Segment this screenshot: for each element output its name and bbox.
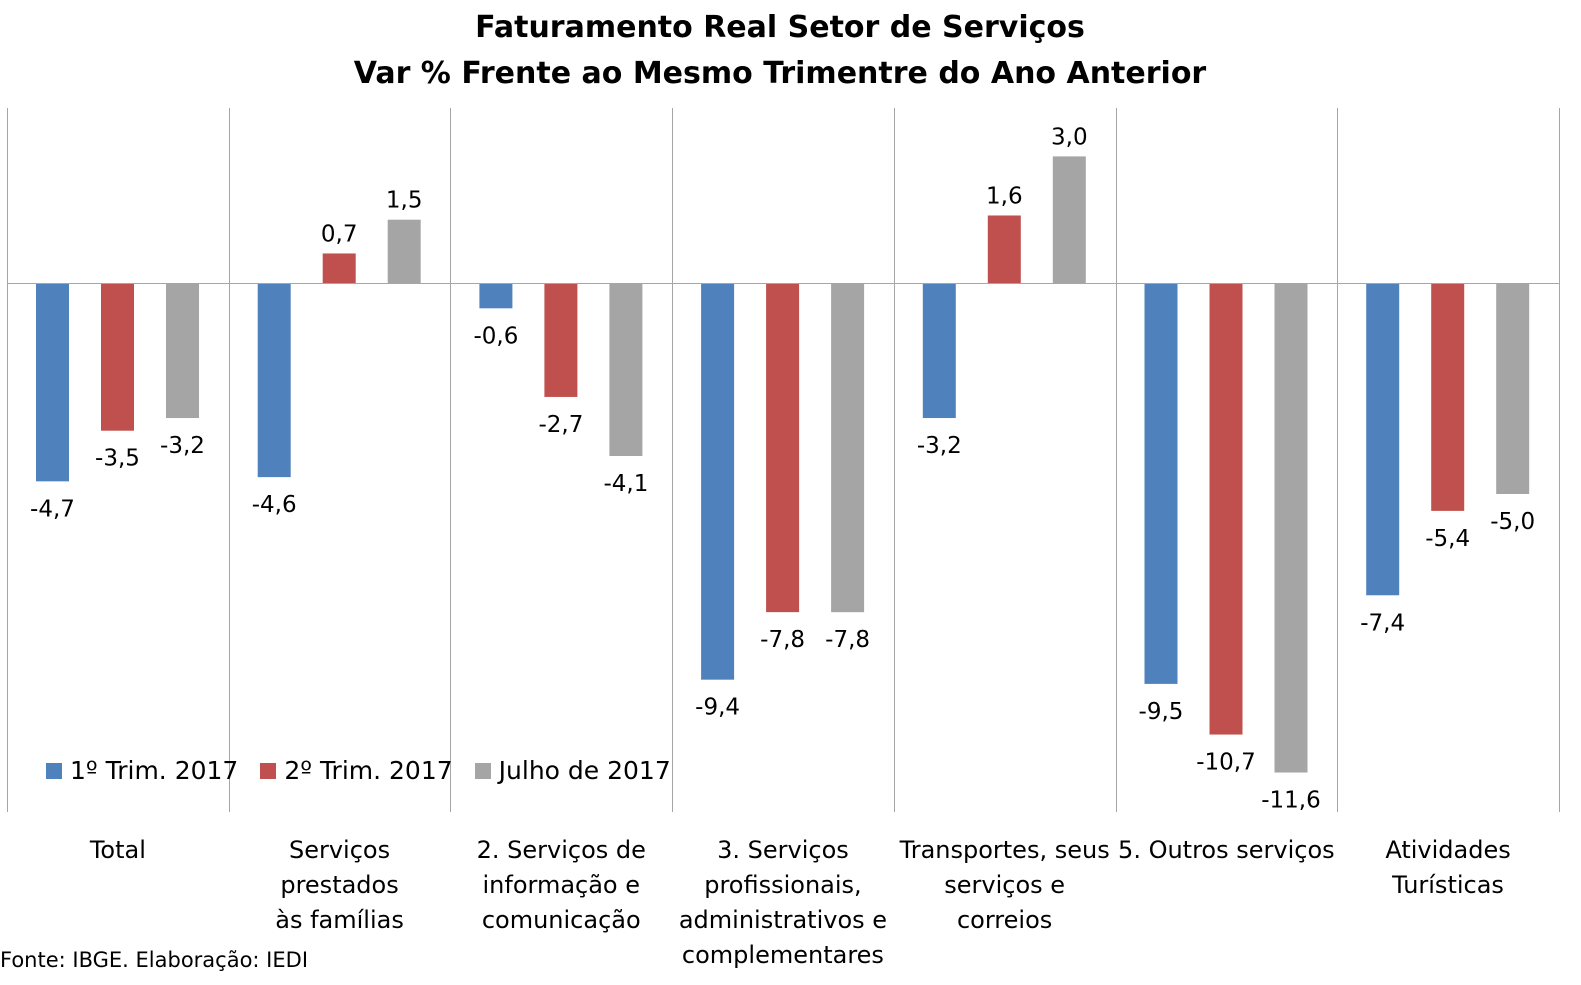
data-label-series-2-3: -2,7 xyxy=(538,412,583,438)
category-label-line: Total xyxy=(89,836,146,864)
legend-label-series-2: 2º Trim. 2017 xyxy=(284,756,453,785)
bar-series-1-1 xyxy=(36,283,69,482)
category-label-line: serviços e correios xyxy=(944,871,1066,934)
data-label-series-2-7: -5,4 xyxy=(1425,526,1470,552)
category-label-line: 3. Serviços xyxy=(717,836,849,864)
bar-series-2-1 xyxy=(101,283,134,431)
data-label-series-1-4: -9,4 xyxy=(695,695,740,721)
bar-series-1-3 xyxy=(479,283,513,309)
data-label-series-2-1: -3,5 xyxy=(95,446,140,472)
bar-series-3-1 xyxy=(166,283,199,419)
data-label-series-3-6: -11,6 xyxy=(1261,788,1321,814)
category-label-line: Atividades xyxy=(1385,836,1511,864)
data-label-series-3-2: 1,5 xyxy=(386,188,423,214)
category-label-7: Atividades Turísticas xyxy=(1339,833,1557,903)
category-label-line: informação e xyxy=(482,871,641,899)
category-label-4: 3. Serviços profissionais, administrativos… xyxy=(674,833,892,973)
bar-series-2-7 xyxy=(1431,283,1465,511)
category-label-6: 5. Outros serviços xyxy=(1117,833,1335,868)
category-label-line: às famílias xyxy=(275,906,404,934)
data-label-series-3-5: 3,0 xyxy=(1051,124,1088,150)
category-label-line: Turísticas xyxy=(1392,871,1504,899)
category-label-line: profissionais, xyxy=(704,871,862,899)
legend-label-series-3: Julho de 2017 xyxy=(498,756,671,785)
category-label-5: Transportes, seus serviços e correios xyxy=(896,833,1114,938)
data-label-series-1-6: -9,5 xyxy=(1139,699,1184,725)
legend-swatch-series-3 xyxy=(474,762,491,779)
category-label-line: complementares xyxy=(681,941,884,969)
bar-series-3-5 xyxy=(1052,156,1086,283)
bar-series-3-4 xyxy=(831,283,865,613)
chart-subtitle: Var % Frente ao Mesmo Trimentre do Ano A… xyxy=(353,56,1207,91)
bar-series-1-2 xyxy=(257,283,291,478)
data-label-series-1-5: -3,2 xyxy=(917,433,962,459)
category-label-line: Transportes, seus xyxy=(899,836,1110,864)
bar-series-2-6 xyxy=(1209,283,1243,735)
data-label-series-1-3: -0,6 xyxy=(473,323,518,349)
legend-item-series-1: 1º Trim. 2017 xyxy=(46,756,238,785)
category-label-line: Serviços prestados xyxy=(280,836,399,899)
data-label-series-3-1: -3,2 xyxy=(160,433,205,459)
category-label-line: comunicação xyxy=(481,906,641,934)
data-label-series-1-1: -4,7 xyxy=(30,496,75,522)
legend-swatch-series-1 xyxy=(46,762,62,779)
data-label-series-3-4: -7,8 xyxy=(825,627,870,653)
category-label-1: Total xyxy=(9,833,227,868)
bar-series-3-2 xyxy=(387,219,421,283)
bar-series-2-2 xyxy=(322,253,356,283)
bar-series-1-5 xyxy=(922,283,956,419)
category-label-2: Serviços prestados às famílias xyxy=(231,833,449,938)
bar-series-1-6 xyxy=(1144,283,1178,684)
bar-series-1-7 xyxy=(1366,283,1400,596)
chart-title: Faturamento Real Setor de Serviços xyxy=(475,10,1085,45)
data-label-series-1-2: -4,6 xyxy=(252,492,297,518)
bar-series-1-4 xyxy=(701,283,735,680)
legend-item-series-3: Julho de 2017 xyxy=(474,756,671,785)
data-label-series-3-7: -5,0 xyxy=(1490,509,1535,535)
data-label-series-3-3: -4,1 xyxy=(603,471,648,497)
category-label-3: 2. Serviços de informação e comunicação xyxy=(452,833,670,938)
legend-item-series-2: 2º Trim. 2017 xyxy=(260,756,453,785)
data-label-series-2-2: 0,7 xyxy=(321,221,358,247)
bar-series-2-5 xyxy=(987,215,1021,283)
category-label-line: 2. Serviços de xyxy=(476,836,646,864)
category-label-line: administrativos e xyxy=(678,906,888,934)
bar-series-2-3 xyxy=(544,283,578,397)
bar-series-3-7 xyxy=(1496,283,1530,494)
legend: 1º Trim. 2017 2º Trim. 2017 Julho de 201… xyxy=(46,756,693,785)
legend-label-series-1: 1º Trim. 2017 xyxy=(70,756,239,785)
source-note: Fonte: IBGE. Elaboração: IEDI xyxy=(0,948,309,972)
legend-swatch-series-2 xyxy=(260,762,277,779)
data-label-series-2-4: -7,8 xyxy=(760,627,805,653)
bar-series-3-3 xyxy=(609,283,643,457)
data-label-series-2-6: -10,7 xyxy=(1196,750,1256,776)
bar-series-3-6 xyxy=(1274,283,1308,773)
bar-series-2-4 xyxy=(766,283,800,613)
data-label-series-2-5: 1,6 xyxy=(986,183,1023,209)
data-label-series-1-7: -7,4 xyxy=(1360,610,1405,636)
category-label-line: 5. Outros serviços xyxy=(1118,836,1335,864)
